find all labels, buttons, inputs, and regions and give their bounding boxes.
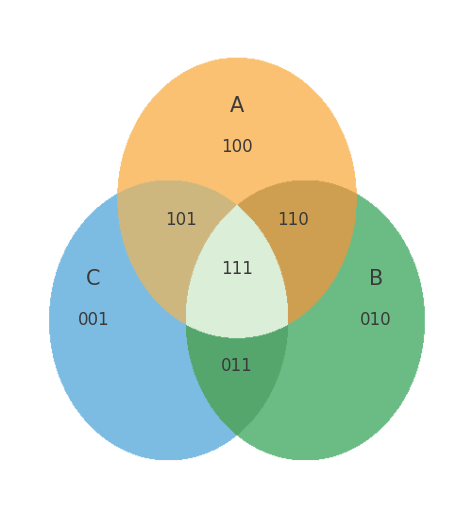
Text: 100: 100 [221, 138, 253, 156]
Text: A: A [230, 96, 244, 116]
Text: 011: 011 [221, 357, 253, 375]
Text: B: B [369, 269, 383, 289]
Text: C: C [86, 269, 100, 289]
Text: 101: 101 [165, 211, 197, 229]
Text: 010: 010 [360, 311, 392, 329]
Text: 001: 001 [77, 311, 109, 329]
Text: 110: 110 [277, 211, 309, 229]
Text: 111: 111 [221, 260, 253, 278]
